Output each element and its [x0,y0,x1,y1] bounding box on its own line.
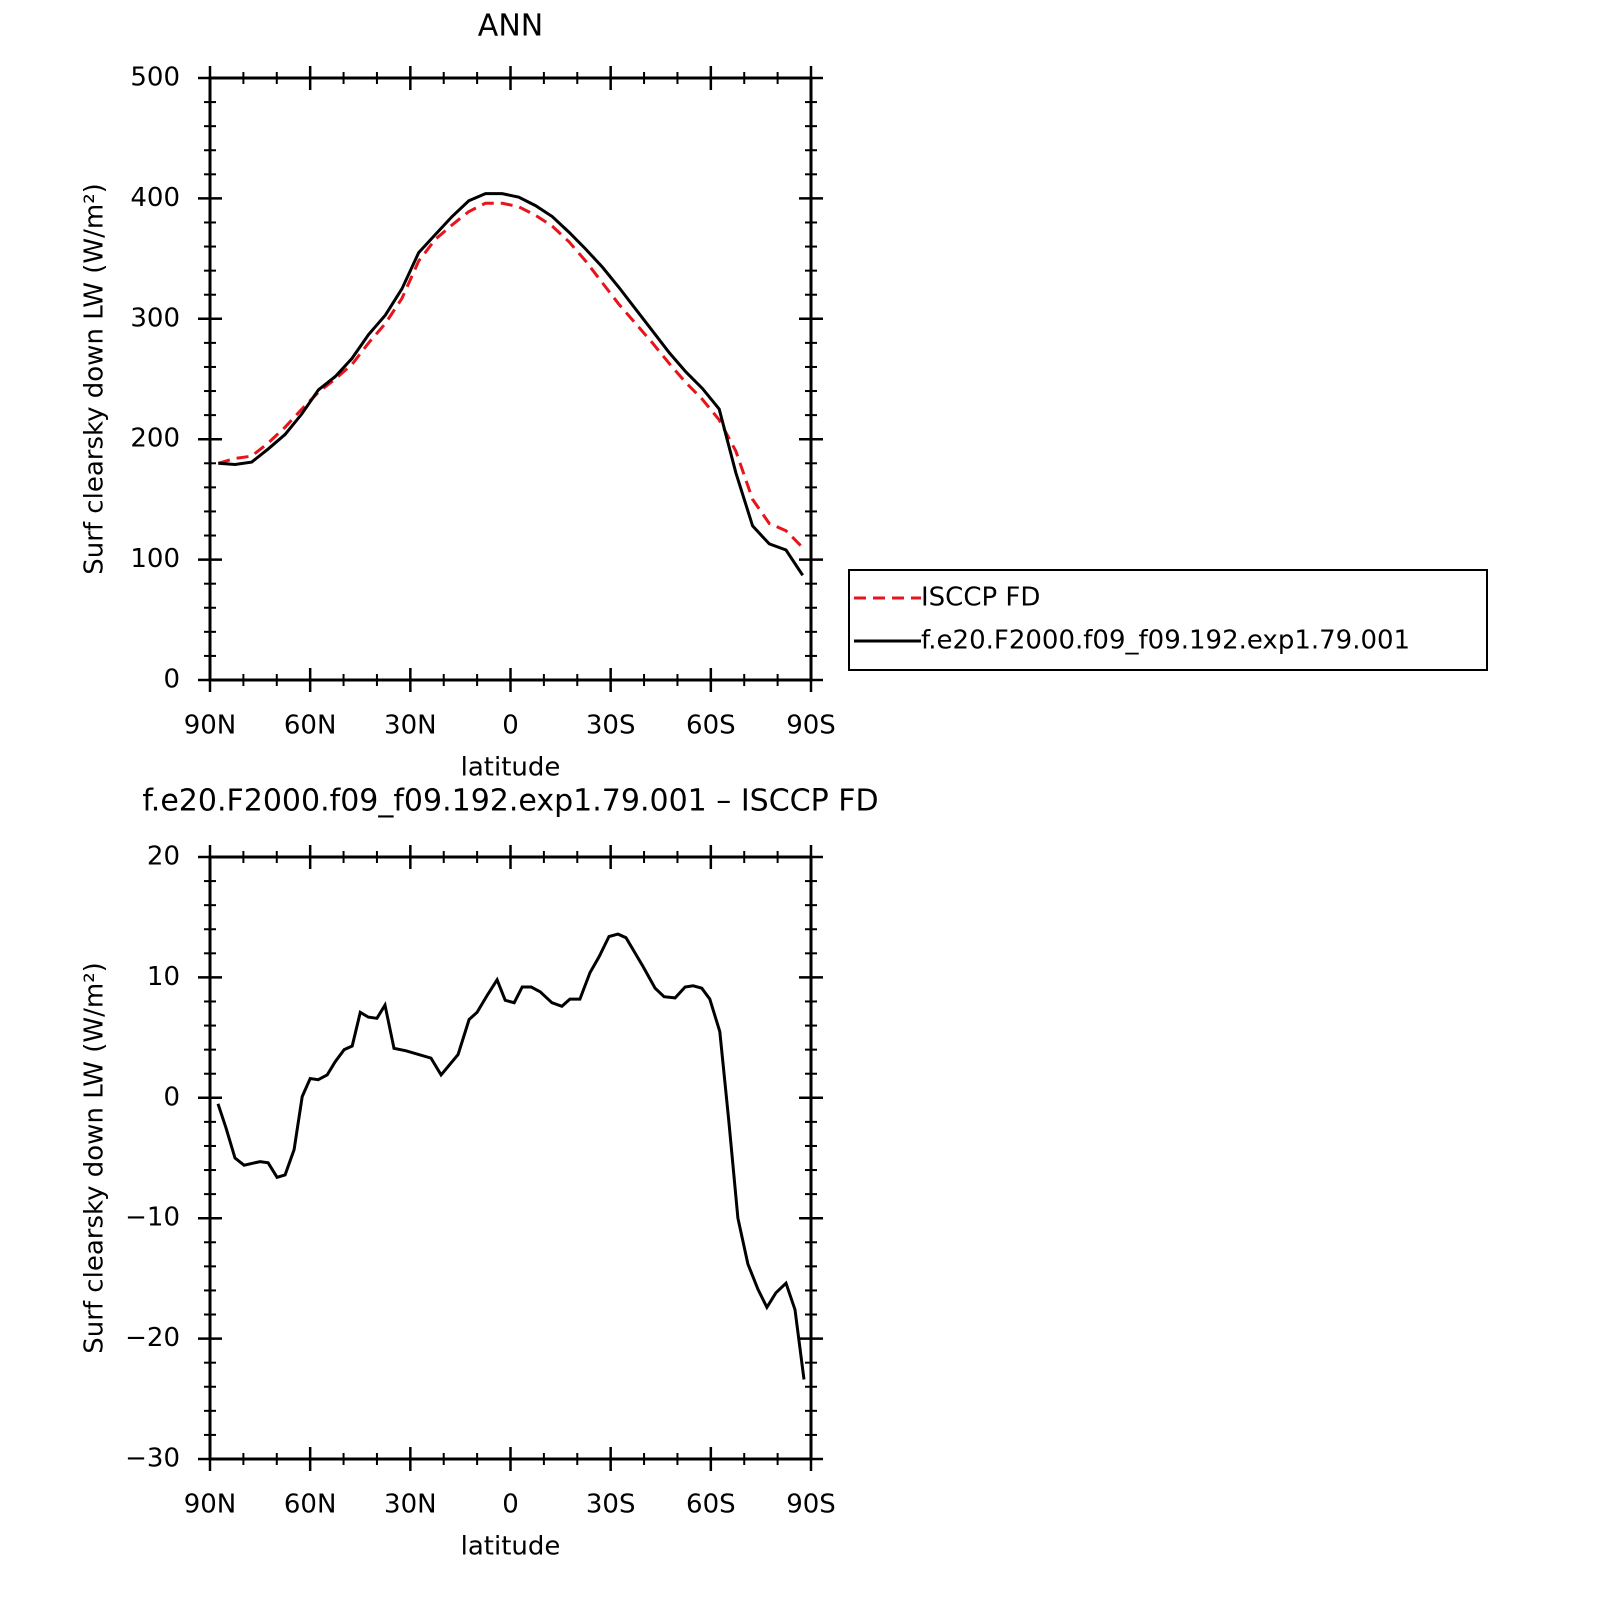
y-tick-label: 10 [147,962,180,992]
y-tick-label: 100 [130,544,180,574]
chart-title: ANN [478,9,543,44]
x-tick-label: 60S [686,711,736,741]
legend-box [848,569,1488,671]
x-tick-label: 0 [502,711,519,741]
legend-label: f.e20.F2000.f09_f09.192.exp1.79.001 [921,626,1410,656]
x-tick-label: 30S [586,711,636,741]
y-tick-label: 300 [130,303,180,333]
x-tick-label: 60S [686,1490,736,1520]
y-tick-label: 200 [130,424,180,454]
y-tick-label: 20 [147,842,180,872]
x-tick-label: 30S [586,1490,636,1520]
x-tick-label: 90S [786,711,836,741]
x-tick-label: 60N [284,1490,337,1520]
y-axis-label: Surf clearsky down LW (W/m²) [80,183,110,575]
x-tick-label: 0 [502,1490,519,1520]
data-line [216,932,806,1380]
x-tick-label: 30N [384,711,437,741]
legend: ISCCP FD f.e20.F2000.f09_f09.192.exp1.79.… [848,569,1488,671]
y-tick-label: −30 [125,1444,180,1474]
x-axis-label: latitude [461,753,561,783]
x-axis-label: latitude [461,1532,561,1562]
data-line [218,192,804,577]
x-tick-label: 90N [184,711,237,741]
y-tick-label: 0 [163,1082,180,1112]
y-tick-label: −20 [125,1323,180,1353]
y-tick-label: 0 [163,665,180,695]
y-tick-label: −10 [125,1203,180,1233]
plot-frame [208,76,813,682]
y-axis-label: Surf clearsky down LW (W/m²) [80,962,110,1354]
data-line [217,201,804,549]
plot-frame [208,855,813,1461]
x-tick-label: 30N [384,1490,437,1520]
legend-label: ISCCP FD [921,583,1040,613]
y-tick-label: 400 [130,183,180,213]
x-tick-label: 90S [786,1490,836,1520]
y-tick-label: 500 [130,63,180,93]
chart-title: f.e20.F2000.f09_f09.192.exp1.79.001 – IS… [142,784,878,819]
x-tick-label: 90N [184,1490,237,1520]
x-tick-label: 60N [284,711,337,741]
